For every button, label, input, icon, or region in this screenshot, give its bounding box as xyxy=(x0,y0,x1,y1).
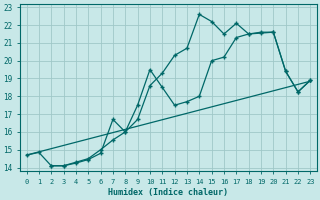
X-axis label: Humidex (Indice chaleur): Humidex (Indice chaleur) xyxy=(108,188,228,197)
